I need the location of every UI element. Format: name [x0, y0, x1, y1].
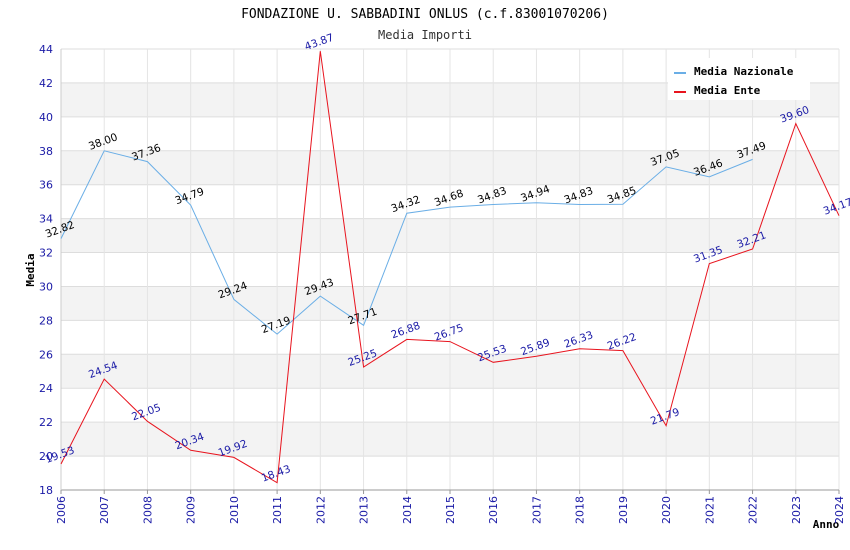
x-axis-label: Anno	[813, 518, 840, 531]
x-tick-label: 2016	[487, 496, 500, 524]
x-tick-label: 2018	[574, 496, 587, 524]
y-tick-label: 44	[39, 43, 53, 56]
data-label: 26.22	[606, 331, 638, 353]
series-line-ente	[60, 51, 840, 484]
chart-title: FONDAZIONE U. SABBADINI ONLUS (c.f.83001…	[241, 7, 609, 22]
x-tick-label: 2010	[228, 496, 241, 524]
x-tick-label: 2019	[617, 496, 630, 524]
data-label: 19.53	[44, 444, 76, 466]
y-tick-label: 32	[39, 247, 53, 260]
y-tick-label: 38	[39, 145, 53, 158]
y-tick-label: 30	[39, 280, 53, 293]
x-tick-label: 2011	[271, 496, 284, 524]
x-tick-label: 2015	[444, 496, 457, 524]
x-tick-label: 2023	[790, 496, 803, 524]
x-tick-label: 2017	[530, 496, 543, 524]
y-tick-label: 22	[39, 416, 53, 429]
x-tick-label: 2012	[314, 496, 327, 524]
y-tick-label: 24	[39, 382, 53, 395]
y-tick-label: 36	[39, 179, 53, 192]
x-tick-label: 2021	[703, 496, 716, 524]
y-axis-label: Media	[24, 253, 37, 286]
y-tick-label: 42	[39, 77, 53, 90]
y-tick-label: 40	[39, 111, 53, 124]
gridlines	[60, 48, 840, 491]
y-tick-label: 18	[39, 484, 53, 497]
x-tick-label: 2024	[833, 496, 846, 524]
data-label: 34.94	[519, 183, 552, 205]
data-label: 26.88	[390, 320, 422, 342]
x-tick-label: 2006	[55, 496, 68, 524]
legend-box	[668, 58, 810, 100]
data-label: 43.87	[303, 32, 335, 54]
legend-label-nazionale: Media Nazionale	[694, 65, 794, 78]
x-tick-label: 2013	[358, 496, 371, 524]
x-tick-label: 2007	[98, 496, 111, 524]
y-tick-label: 34	[39, 213, 53, 226]
data-label: 34.85	[606, 185, 638, 207]
data-label: 26.75	[433, 322, 465, 344]
axes	[60, 49, 840, 494]
x-tick-label: 2022	[747, 496, 760, 524]
data-label: 34.17	[822, 196, 850, 218]
series-line-nazionale	[60, 150, 753, 335]
x-tick-label: 2020	[660, 496, 673, 524]
data-label: 26.33	[562, 329, 594, 351]
chart-subtitle: Media Importi	[378, 28, 472, 42]
y-tick-label: 20	[39, 450, 53, 463]
x-tick-label: 2008	[141, 496, 154, 524]
x-tick-labels: 2006 2007 2008 2009 2010 2011 2012 2013 2014 2015…	[55, 496, 846, 524]
data-label: 18.43	[260, 463, 292, 485]
data-label: 34.83	[476, 185, 508, 207]
y-tick-label: 26	[39, 348, 53, 361]
x-tick-label: 2014	[401, 496, 414, 524]
data-label: 34.83	[562, 185, 594, 207]
data-label: 34.68	[433, 188, 465, 210]
data-label: 38.00	[87, 131, 119, 153]
y-tick-label: 28	[39, 314, 53, 327]
x-tick-label: 2009	[185, 496, 198, 524]
y-tick-labels: 18 20 22 24 26 28 30 32 34 36 38 40 42 44	[39, 43, 53, 497]
legend-label-ente: Media Ente	[694, 84, 761, 97]
legend: Media Nazionale Media Ente	[668, 58, 810, 100]
series-lines	[60, 51, 840, 484]
